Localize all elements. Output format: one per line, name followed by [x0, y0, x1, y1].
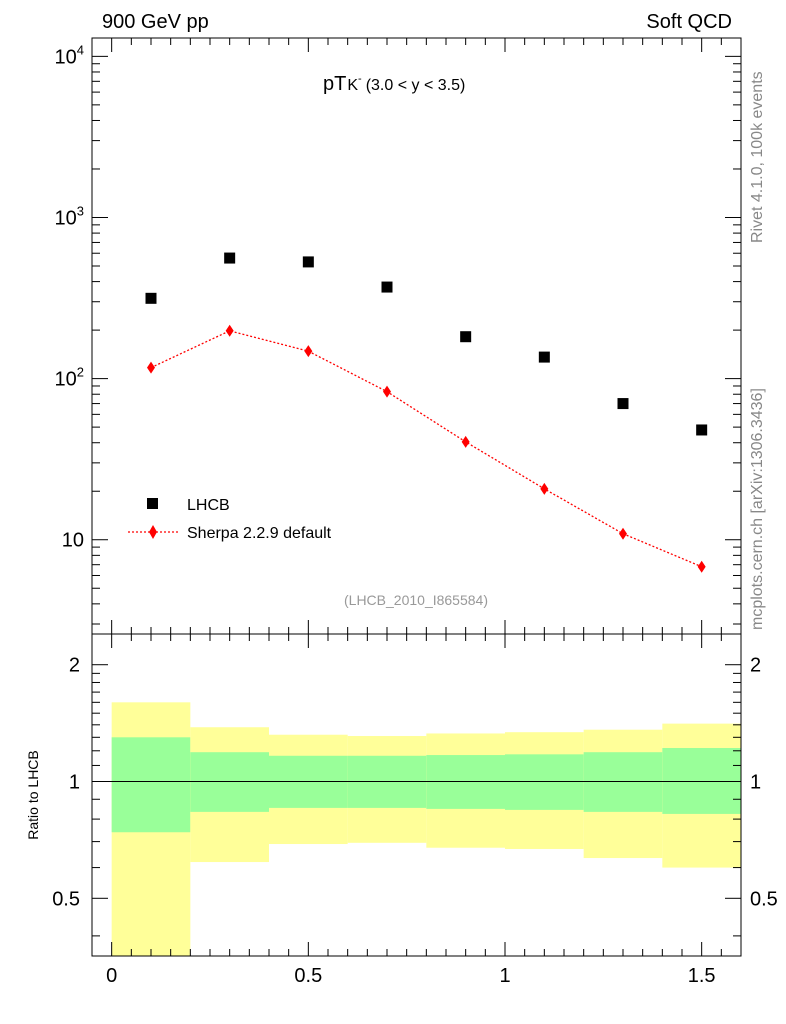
mc-point [461, 435, 470, 448]
mc-point [147, 361, 155, 374]
ratio-frame [91, 633, 742, 957]
header-right: Soft QCD [646, 11, 732, 33]
legend: LHCB Sherpa 2.2.9 default [128, 497, 332, 542]
ratio-tick-labels: 0.5 0.5 1 1 2 2 0 0.5 1 1.5 [52, 655, 778, 987]
title-charge: - [358, 73, 362, 85]
mc-point [225, 324, 234, 337]
title-range: (3.0 < y < 3.5) [366, 77, 466, 94]
legend-lhcb-label: LHCB [187, 497, 230, 514]
title-particle: K [347, 77, 358, 94]
ratio-y-tick-label-right: 2 [750, 655, 761, 677]
lhcb-point [224, 252, 236, 264]
source-label: mcplots.cern.ch [arXiv:1306.3436] [749, 388, 766, 630]
main-axis-ticks [92, 38, 742, 634]
mc-point [304, 345, 313, 358]
main-panel: pTK- (3.0 < y < 3.5) (LHCB_2010_I865584) … [55, 37, 742, 635]
lhcb-point [617, 398, 629, 410]
ratio-band-inner [583, 752, 663, 812]
legend-mc-label: Sherpa 2.2.9 default [187, 525, 332, 542]
y-tick-label: 10 [62, 530, 84, 552]
ratio-band-inner [111, 737, 191, 833]
mc-point [619, 527, 627, 540]
lhcb-point [696, 424, 708, 436]
lhcb-point [460, 331, 472, 343]
rivet-label: Rivet 4.1.0, 100k events [749, 71, 766, 243]
mc-point [697, 560, 706, 573]
ratio-band-inner [190, 752, 269, 812]
lhcb-point [302, 256, 314, 268]
analysis-tag: (LHCB_2010_I865584) [344, 592, 488, 608]
ratio-band-inner [505, 754, 584, 810]
ratio-y-tick-label-left: 0.5 [52, 888, 80, 910]
mc-line-layer [150, 330, 702, 568]
legend-mc-marker [149, 525, 157, 539]
mc-line [150, 330, 702, 568]
main-marks [145, 252, 708, 573]
ratio-band-inner [662, 748, 741, 814]
lhcb-point [381, 281, 393, 293]
ratio-y-tick-label-right: 1 [750, 772, 761, 794]
ratio-bands [111, 702, 741, 956]
ratio-y-tick-label-left: 1 [69, 772, 80, 794]
y-tick-label: 103 [55, 203, 84, 229]
x-tick-label: 0.5 [294, 965, 322, 987]
main-title: pTK- (3.0 < y < 3.5) [323, 73, 465, 95]
main-frame [91, 37, 742, 635]
ratio-panel: 0.5 0.5 1 1 2 2 0 0.5 1 1.5 Ratio to LHCB [25, 633, 778, 987]
x-tick-label: 0 [106, 965, 117, 987]
x-tick-label: 1.5 [688, 965, 716, 987]
title-main: pT [323, 73, 346, 95]
ratio-y-tick-label-right: 0.5 [750, 888, 778, 910]
mc-point [540, 482, 549, 495]
lhcb-point [145, 292, 157, 304]
main-y-tick-labels: 10 102 103 104 [55, 42, 84, 551]
ratio-y-tick-label-left: 2 [69, 655, 80, 677]
x-tick-label: 1 [499, 965, 510, 987]
lhcb-point [538, 351, 550, 363]
header-left: 900 GeV pp [102, 11, 209, 33]
ratio-ylabel: Ratio to LHCB [25, 750, 41, 839]
y-tick-label: 102 [55, 365, 84, 391]
y-tick-label: 104 [55, 42, 84, 68]
legend-lhcb-marker [147, 498, 158, 509]
mc-point [383, 385, 391, 398]
